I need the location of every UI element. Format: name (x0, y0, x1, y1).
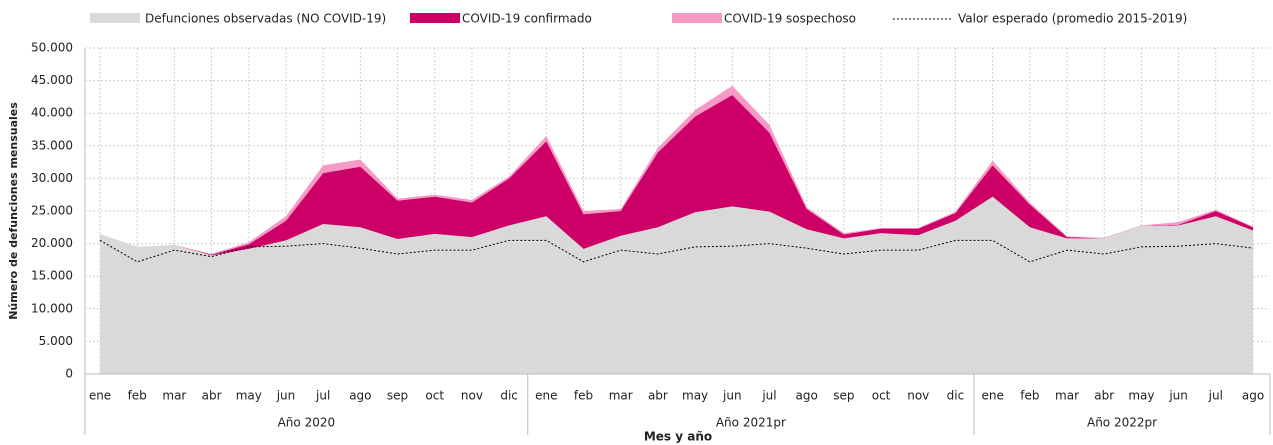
y-tick-label: 15.000 (31, 269, 73, 283)
legend-label: COVID-19 confirmado (462, 12, 592, 26)
y-tick-label: 45.000 (31, 73, 73, 87)
x-tick-label: feb (1020, 389, 1039, 403)
x-tick-label: oct (872, 389, 891, 403)
x-tick-label: feb (128, 389, 147, 403)
x-tick-label: dic (947, 389, 965, 403)
x-tick-label: abr (648, 389, 668, 403)
x-tick-label: jul (1208, 389, 1223, 403)
x-tick-label: oct (425, 389, 444, 403)
group-label: Año 2020 (278, 416, 336, 430)
x-tick-label: nov (461, 389, 483, 403)
x-tick-label: mar (1055, 389, 1079, 403)
legend-label: COVID-19 sospechoso (724, 12, 856, 26)
y-tick-label: 20.000 (31, 236, 73, 250)
x-tick-label: ago (1242, 389, 1264, 403)
x-tick-label: ene (89, 389, 111, 403)
legend-label: Valor esperado (promedio 2015-2019) (958, 12, 1187, 26)
x-tick-label: ago (349, 389, 371, 403)
legend-swatch (90, 13, 140, 23)
y-tick-label: 50.000 (31, 41, 73, 55)
y-tick-label: 5.000 (39, 334, 73, 348)
x-tick-label: may (236, 389, 262, 403)
legend-swatch (410, 13, 460, 23)
legend-label: Defunciones observadas (NO COVID-19) (145, 12, 386, 26)
group-label: Año 2022pr (1087, 416, 1157, 430)
x-tick-label: sep (833, 389, 854, 403)
y-tick-label: 35.000 (31, 138, 73, 152)
y-tick-label: 10.000 (31, 301, 73, 315)
x-tick-label: abr (1094, 389, 1114, 403)
x-tick-label: mar (609, 389, 633, 403)
area (100, 85, 1253, 255)
y-tick-label: 0 (65, 367, 73, 381)
x-tick-label: ago (796, 389, 818, 403)
expected-line (99, 239, 1254, 263)
x-tick-label: ene (981, 389, 1003, 403)
x-tick-label: nov (907, 389, 929, 403)
x-tick-label: jul (761, 389, 776, 403)
x-tick-label: mar (162, 389, 186, 403)
x-tick-label: sep (387, 389, 408, 403)
y-tick-label: 40.000 (31, 106, 73, 120)
x-axis-label: Mes y año (644, 430, 712, 444)
area (100, 196, 1253, 374)
x-tick-label: jul (315, 389, 330, 403)
x-tick-label: jun (722, 389, 742, 403)
group-label: Año 2021pr (716, 416, 786, 430)
x-tick-label: jun (276, 389, 296, 403)
area (100, 94, 1253, 256)
y-tick-label: 25.000 (31, 204, 73, 218)
y-axis-label: Número de defunciones mensuales (7, 102, 20, 320)
y-tick-label: 30.000 (31, 171, 73, 185)
x-tick-label: abr (202, 389, 222, 403)
x-tick-label: jun (1168, 389, 1188, 403)
x-tick-label: feb (574, 389, 593, 403)
x-tick-label: may (682, 389, 708, 403)
x-tick-label: may (1128, 389, 1154, 403)
x-tick-label: ene (535, 389, 557, 403)
x-tick-label: dic (500, 389, 518, 403)
legend-swatch (672, 13, 722, 23)
